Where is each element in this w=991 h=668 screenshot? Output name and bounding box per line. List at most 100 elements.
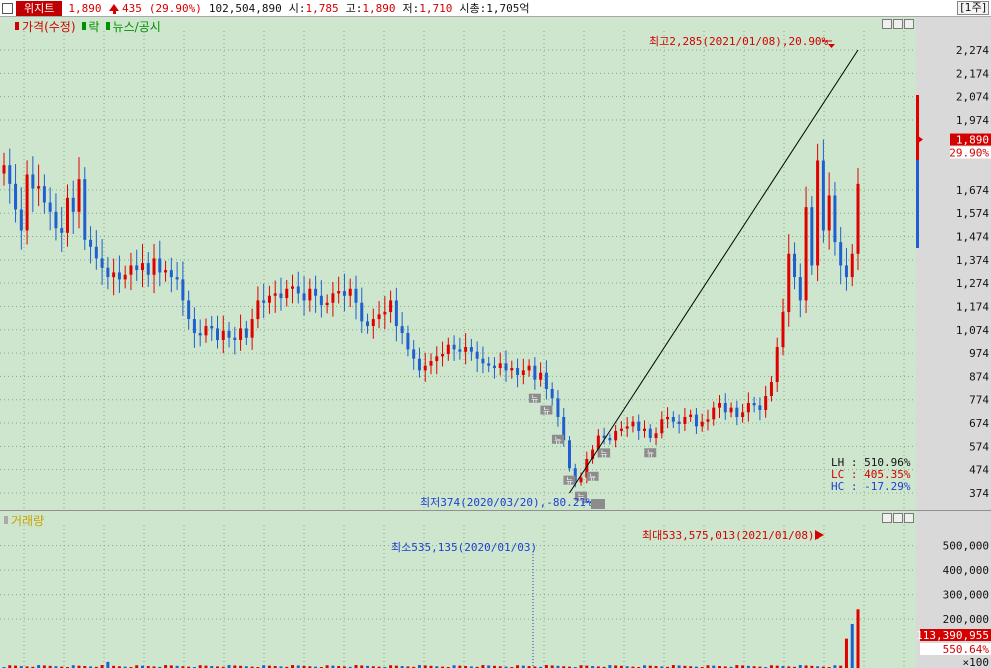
candle-body (377, 314, 381, 320)
candle-body (129, 265, 133, 275)
candle-body (412, 349, 416, 359)
y-tick-label: 974 (969, 347, 989, 360)
volume-tick-label: 300,000 (943, 589, 989, 602)
y-tick-label: 2,174 (956, 67, 989, 80)
legend-marker-icon (105, 22, 110, 30)
current-price: 1,890 (68, 1, 102, 15)
volume-bar (798, 665, 802, 668)
candle-body (793, 253, 797, 278)
candle-body (585, 458, 589, 478)
volume-bar (342, 666, 346, 668)
volume-bar (752, 666, 756, 668)
candle-body (435, 356, 439, 362)
close-button[interactable] (904, 513, 914, 523)
volume-bar (331, 665, 335, 668)
high-label: 고: (345, 2, 363, 15)
candle-body (181, 279, 185, 301)
candle-body (210, 326, 214, 329)
volume-bar (244, 666, 248, 668)
volume-bar (844, 638, 848, 668)
volume-bar (394, 665, 398, 668)
candle-body (256, 300, 260, 320)
candle-body (544, 372, 548, 390)
news-marker (528, 393, 541, 403)
volume-bar (804, 665, 808, 668)
select-checkbox[interactable] (2, 2, 13, 14)
candle-body (810, 207, 814, 266)
candle-body (469, 347, 473, 352)
candle-body (146, 263, 150, 275)
current-volume-pct-text: 550.64% (943, 643, 990, 656)
candle-body (302, 293, 306, 301)
maximize-button[interactable] (893, 513, 903, 523)
volume-pane[interactable]: 최소535,135(2020/01/03) 최대533,575,013(2021/… (0, 511, 916, 668)
news-marker-label: 뉴 (600, 449, 607, 458)
candle-body (666, 416, 670, 420)
volume-bar (758, 666, 762, 668)
volume-axis[interactable]: 200,000 300,000 400,000 500,000 113,390,955 5… (916, 511, 991, 668)
volume-bar (187, 666, 191, 668)
minimize-button[interactable] (882, 513, 892, 523)
volume-bar (94, 666, 98, 668)
candle-body (694, 414, 698, 427)
news-marker-label: 뉴 (647, 449, 654, 458)
candle-body (816, 160, 820, 266)
volume-bar (273, 666, 277, 668)
candle-body (729, 407, 733, 413)
candle-body (65, 197, 69, 233)
volume-bar (210, 666, 214, 668)
volume-bar (781, 666, 785, 668)
volume-bar (793, 666, 797, 668)
news-marker-label: 뉴 (566, 477, 573, 486)
candle-body (516, 368, 520, 376)
period-button[interactable]: [1주] (957, 1, 989, 15)
volume-bar (492, 665, 496, 668)
legend-price[interactable]: 가격(수정) (22, 19, 76, 34)
volume-bar (267, 665, 271, 668)
maximize-button[interactable] (893, 19, 903, 29)
legend-rights[interactable]: 락 (88, 19, 100, 34)
y-tick-label: 474 (969, 464, 989, 477)
candle-body (19, 209, 23, 231)
pane-divider[interactable] (0, 510, 991, 511)
volume-bar (671, 665, 675, 668)
volume-bar (504, 666, 508, 668)
legend-marker-icon (4, 516, 8, 524)
candle-body (827, 195, 831, 231)
volume-bar (198, 665, 202, 668)
candle-body (683, 416, 687, 424)
high-price: 1,890 (362, 1, 396, 15)
volume-bar (487, 665, 491, 668)
current-volume-tag-text: 113,390,955 (916, 629, 989, 642)
candle-body (360, 302, 364, 322)
volume-bar (631, 666, 635, 668)
candle-body (856, 183, 860, 254)
candle-body (348, 288, 352, 296)
candle-body (573, 468, 577, 483)
legend-volume[interactable]: 거래량 (11, 513, 45, 528)
candle-body (521, 370, 525, 376)
y-tick-label: 1,674 (956, 184, 989, 197)
y-tick-label: 1,474 (956, 231, 989, 244)
arrow-up-icon (108, 3, 119, 11)
market-cap: 1,705억 (486, 2, 530, 15)
minimize-button[interactable] (882, 19, 892, 29)
price-pane[interactable]: 뉴 뉴 뉴 뉴 뉴 뉴 뉴 뉴 최고2,285(2021/01/08),20.90% 최저374(… (0, 17, 916, 510)
candle-body (37, 186, 41, 189)
volume-bar (123, 666, 127, 668)
price-axis[interactable]: 374 474 574 674 774 874 974 1,074 1,174 1,274 1,37… (916, 17, 991, 510)
volume-bar (100, 665, 104, 668)
close-button[interactable] (904, 19, 914, 29)
candle-body (602, 435, 606, 438)
candle-body (481, 358, 485, 364)
stock-name[interactable]: 위지트 (16, 0, 63, 16)
candle-body (614, 430, 618, 441)
current-volume-pct-tag (920, 643, 991, 655)
candle-body (250, 319, 254, 338)
volume-bar (308, 666, 312, 668)
volume-bar (412, 666, 416, 668)
candle-body (487, 363, 491, 366)
volume-bar (660, 666, 664, 668)
news-marker-label: 뉴 (554, 436, 561, 445)
legend-news[interactable]: 뉴스/공시 (112, 19, 161, 34)
